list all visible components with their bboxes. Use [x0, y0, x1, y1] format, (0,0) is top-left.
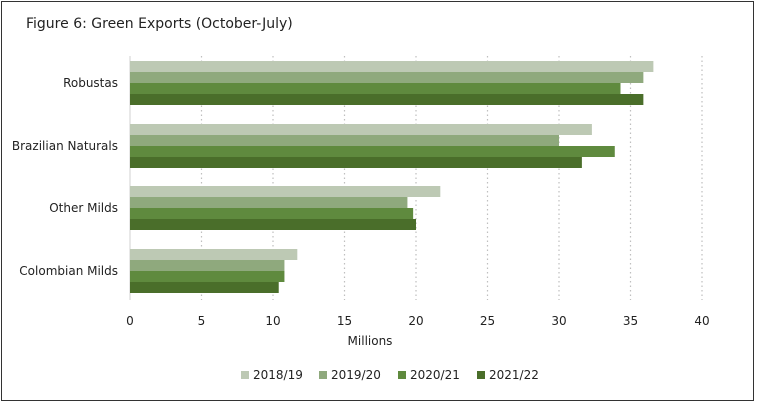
- bar: [130, 271, 285, 282]
- x-tick-label: 20: [408, 314, 423, 328]
- x-tick-label: 40: [694, 314, 709, 328]
- x-tick-label: 30: [551, 314, 566, 328]
- x-tick-labels: 0 5 10 15 20 25 30 35 40: [126, 314, 709, 328]
- bar: [130, 260, 285, 271]
- category-label: Brazilian Naturals: [12, 139, 118, 153]
- bar: [130, 219, 416, 230]
- legend-swatch: [477, 371, 485, 379]
- bar: [130, 197, 408, 208]
- x-tick-label: 35: [623, 314, 638, 328]
- bar: [130, 282, 279, 293]
- category-labels: Robustas Brazilian Naturals Other Milds Col…: [12, 76, 118, 278]
- bar: [130, 135, 559, 146]
- bar: [130, 124, 592, 135]
- bar: [130, 94, 644, 105]
- bar: [130, 208, 414, 219]
- bar: [130, 83, 621, 94]
- legend-swatch: [398, 371, 406, 379]
- bar: [130, 72, 644, 83]
- bar: [130, 61, 654, 72]
- bar: [130, 186, 441, 197]
- legend-label: 2021/22: [489, 368, 539, 382]
- x-tick-label: 5: [198, 314, 206, 328]
- legend-label: 2019/20: [331, 368, 381, 382]
- x-tick-label: 15: [337, 314, 352, 328]
- bar: [130, 146, 615, 157]
- category-label: Robustas: [63, 76, 118, 90]
- legend-swatch: [241, 371, 249, 379]
- legend: 2018/19 2019/20 2020/21 2021/22: [241, 368, 539, 382]
- legend-swatch: [319, 371, 327, 379]
- category-label: Colombian Milds: [19, 264, 118, 278]
- legend-label: 2020/21: [410, 368, 460, 382]
- x-tick-label: 0: [126, 314, 134, 328]
- x-tick-label: 10: [265, 314, 280, 328]
- x-axis-label: Millions: [348, 334, 393, 348]
- bars: [130, 61, 654, 293]
- legend-label: 2018/19: [253, 368, 303, 382]
- category-label: Other Milds: [49, 201, 118, 215]
- bar: [130, 157, 582, 168]
- bar: [130, 249, 298, 260]
- chart-title: Figure 6: Green Exports (October-July): [26, 16, 293, 32]
- x-tick-label: 25: [480, 314, 495, 328]
